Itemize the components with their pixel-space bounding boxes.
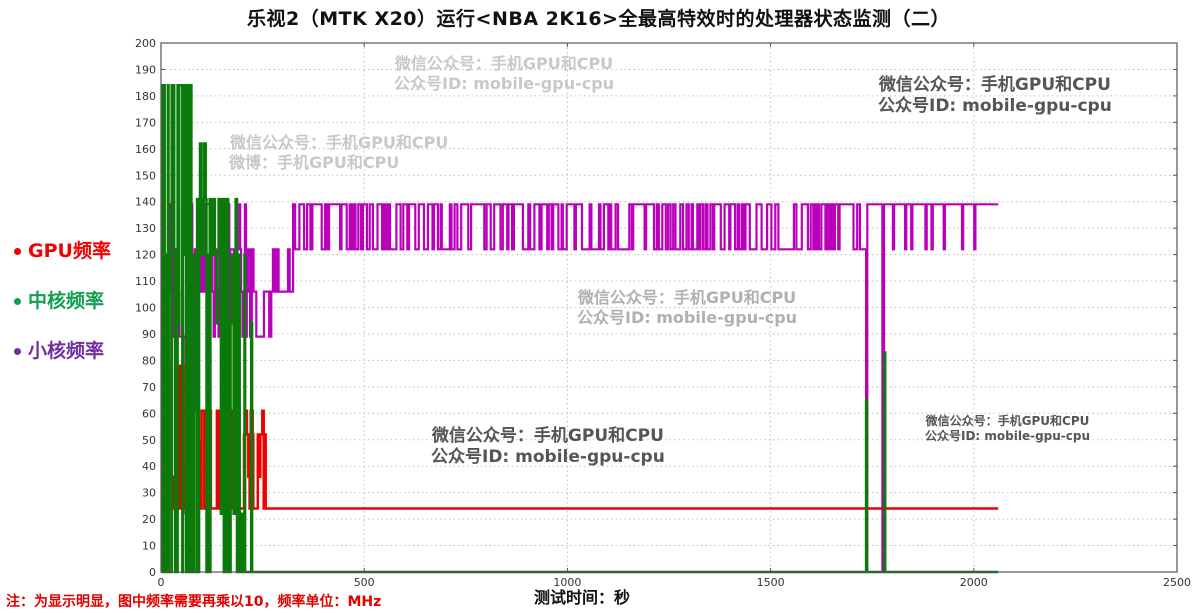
y-tick-label: 110 (135, 275, 156, 288)
legend: GPU频率 中核频率 小核频率 (14, 236, 111, 386)
bullet-icon (14, 298, 21, 305)
watermark: 微信公众号：手机GPU和CPU 公众号ID: mobile-gpu-cpu (925, 414, 1091, 443)
y-tick-label: 40 (142, 460, 156, 473)
y-tick-label: 60 (142, 407, 156, 420)
x-tick-label: 2000 (960, 576, 988, 589)
bullet-icon (14, 248, 21, 255)
series-mid-core (160, 84, 999, 574)
y-tick-label: 70 (142, 381, 156, 394)
y-tick-label: 180 (135, 90, 156, 103)
y-tick-label: 30 (142, 487, 156, 500)
chart-title: 乐视2（MTK X20）运行<NBA 2K16>全最高特效时的处理器状态监测（二… (247, 8, 950, 30)
bullet-icon (14, 348, 21, 355)
watermark: 微信公众号：手机GPU和CPU 微博：手机GPU和CPU (229, 133, 449, 172)
y-tick-label: 10 (142, 540, 156, 553)
watermark: 微信公众号：手机GPU和CPU 公众号ID: mobile-gpu-cpu (577, 288, 798, 327)
watermark: 微信公众号：手机GPU和CPU 公众号ID: mobile-gpu-cpu (394, 54, 615, 93)
y-tick-label: 170 (135, 116, 156, 129)
watermark: 微信公众号：手机GPU和CPU 公众号ID: mobile-gpu-cpu (878, 75, 1112, 117)
x-tick-label: 2500 (1163, 576, 1191, 589)
y-tick-label: 190 (135, 63, 156, 76)
y-tick-label: 90 (142, 328, 156, 341)
y-tick-label: 120 (135, 249, 156, 262)
x-tick-label: 500 (354, 576, 375, 589)
x-tick-label: 1500 (757, 576, 785, 589)
legend-item-little-core: 小核频率 (14, 336, 111, 386)
legend-item-gpu: GPU频率 (14, 236, 111, 286)
y-tick-label: 200 (135, 37, 156, 50)
series-little-core (161, 203, 999, 574)
x-axis-label: 测试时间：秒 (534, 588, 631, 607)
y-tick-label: 0 (149, 566, 156, 579)
y-tick-label: 160 (135, 143, 156, 156)
y-tick-label: 50 (142, 434, 156, 447)
footnote: 注：为显示明显，图中频率需要再乘以10，频率单位：MHz (6, 594, 382, 610)
y-tick-label: 80 (142, 354, 156, 367)
y-tick-label: 140 (135, 196, 156, 209)
y-tick-label: 130 (135, 222, 156, 235)
x-tick-label: 1000 (553, 576, 581, 589)
y-tick-label: 100 (135, 302, 156, 315)
x-tick-label: 0 (158, 576, 165, 589)
watermark: 微信公众号：手机GPU和CPU 公众号ID: mobile-gpu-cpu (431, 426, 665, 468)
legend-item-mid-core: 中核频率 (14, 286, 111, 336)
y-tick-label: 20 (142, 513, 156, 526)
y-tick-label: 150 (135, 169, 156, 182)
